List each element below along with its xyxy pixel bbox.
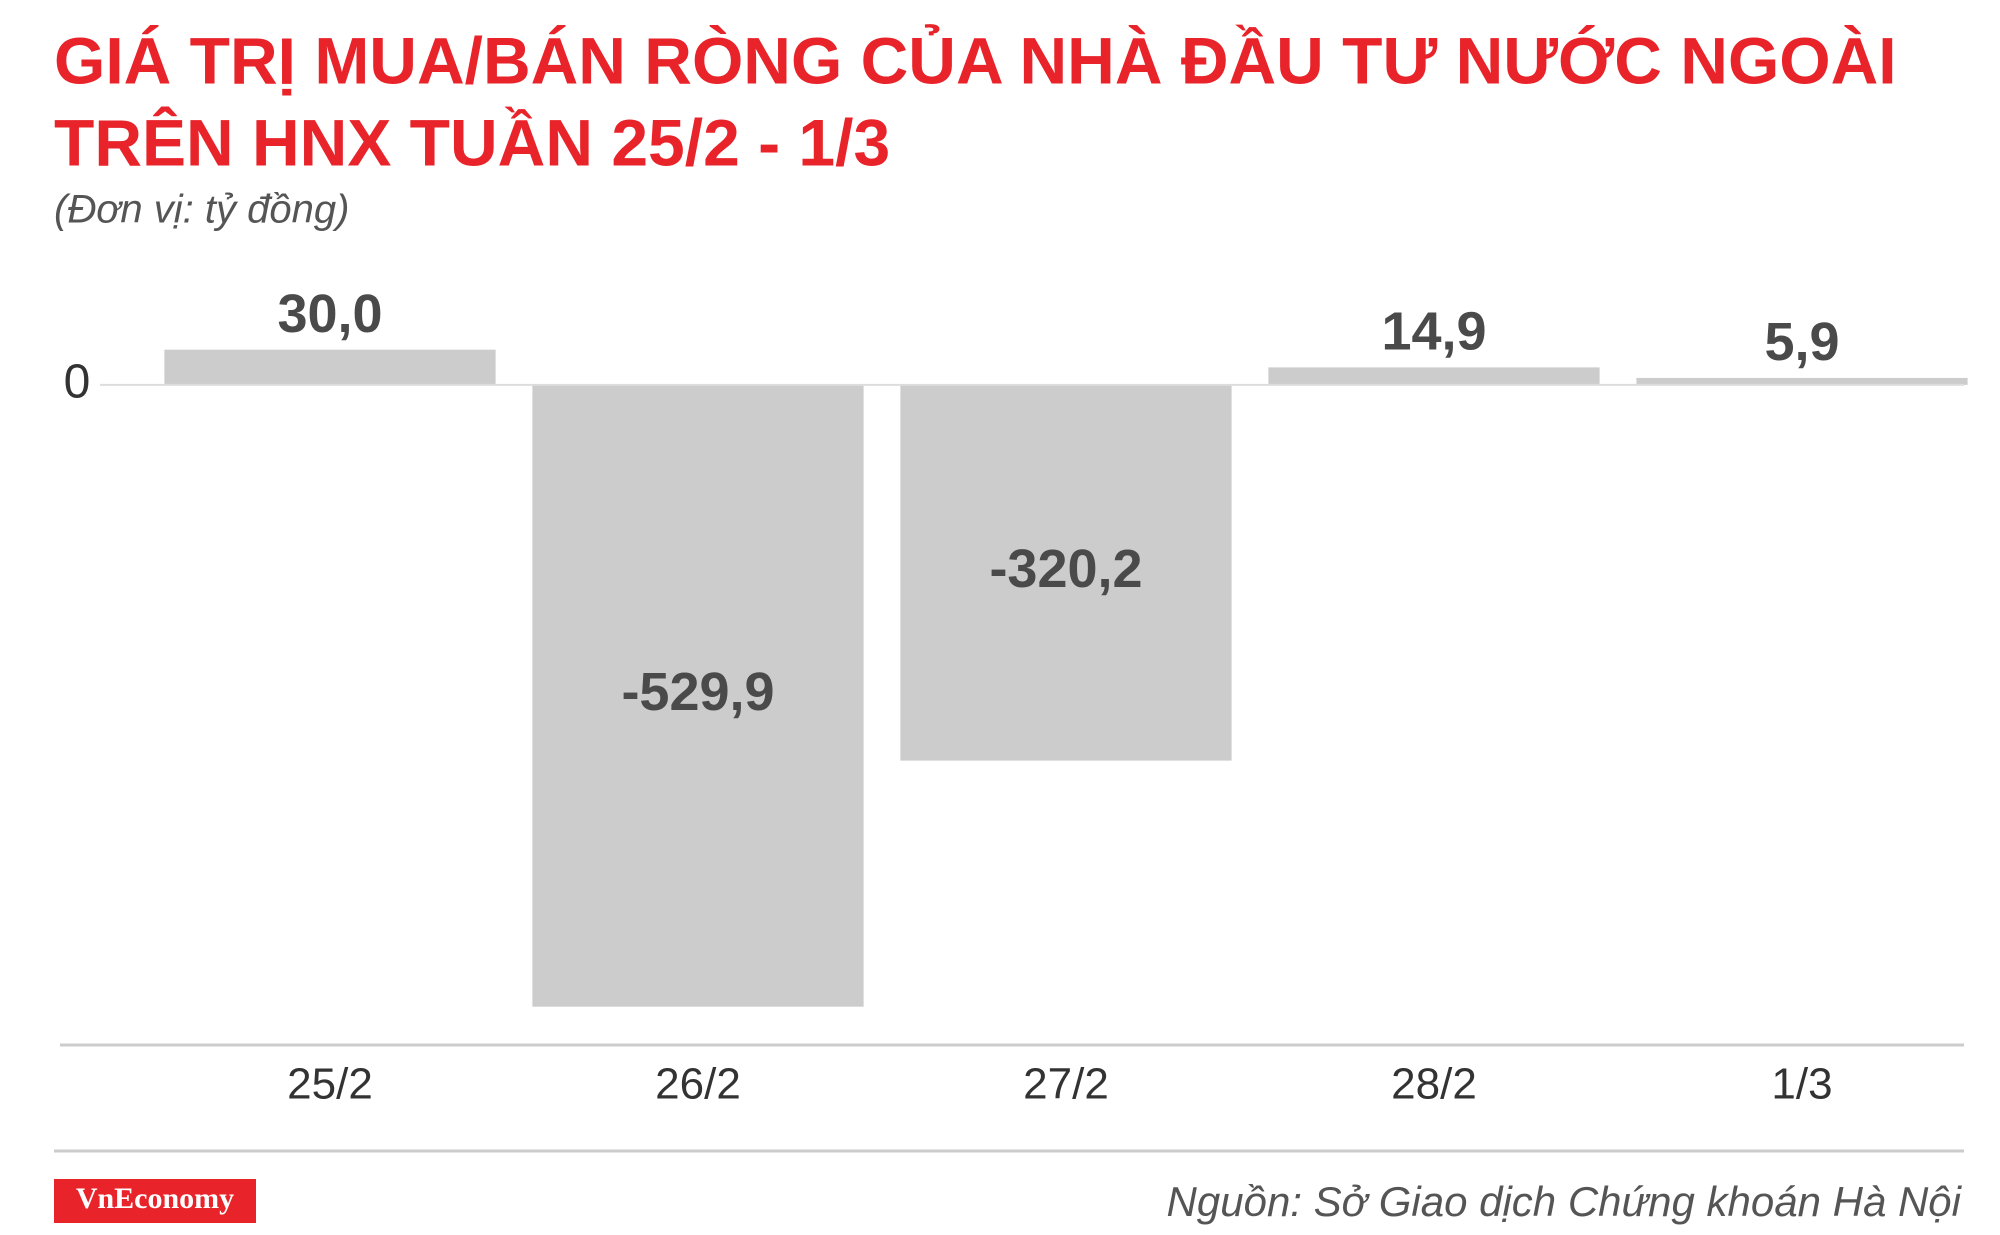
x-tick-label: 25/2: [287, 1060, 373, 1109]
chart-subtitle: (Đơn vị: tỷ đồng): [54, 188, 349, 232]
chart-title: TRÊN HNX TUẦN 25/2 - 1/3: [54, 105, 890, 179]
x-tick-label: 26/2: [655, 1060, 741, 1109]
bar: [164, 349, 496, 385]
bar: [1636, 377, 1968, 385]
x-tick-label: 1/3: [1771, 1060, 1832, 1109]
bar: [900, 384, 1232, 761]
chart-title: GIÁ TRỊ MUA/BÁN RÒNG CỦA NHÀ ĐẦU TƯ NƯỚC…: [54, 23, 1897, 97]
data-label: 14,9: [1381, 302, 1486, 362]
data-label: 5,9: [1764, 312, 1839, 372]
x-tick-label: 27/2: [1023, 1060, 1109, 1109]
bar: [1268, 367, 1600, 385]
logo: VnEconomy: [76, 1182, 234, 1215]
data-label: -320,2: [989, 539, 1142, 599]
y-tick-label: 0: [64, 356, 91, 409]
source: Nguồn: Sở Giao dịch Chứng khoán Hà Nội: [1167, 1178, 1963, 1225]
data-label: 30,0: [277, 284, 382, 344]
x-tick-label: 28/2: [1391, 1060, 1477, 1109]
bar: [532, 384, 864, 1007]
logo-box: [54, 1179, 256, 1223]
data-label: -529,9: [621, 662, 774, 722]
